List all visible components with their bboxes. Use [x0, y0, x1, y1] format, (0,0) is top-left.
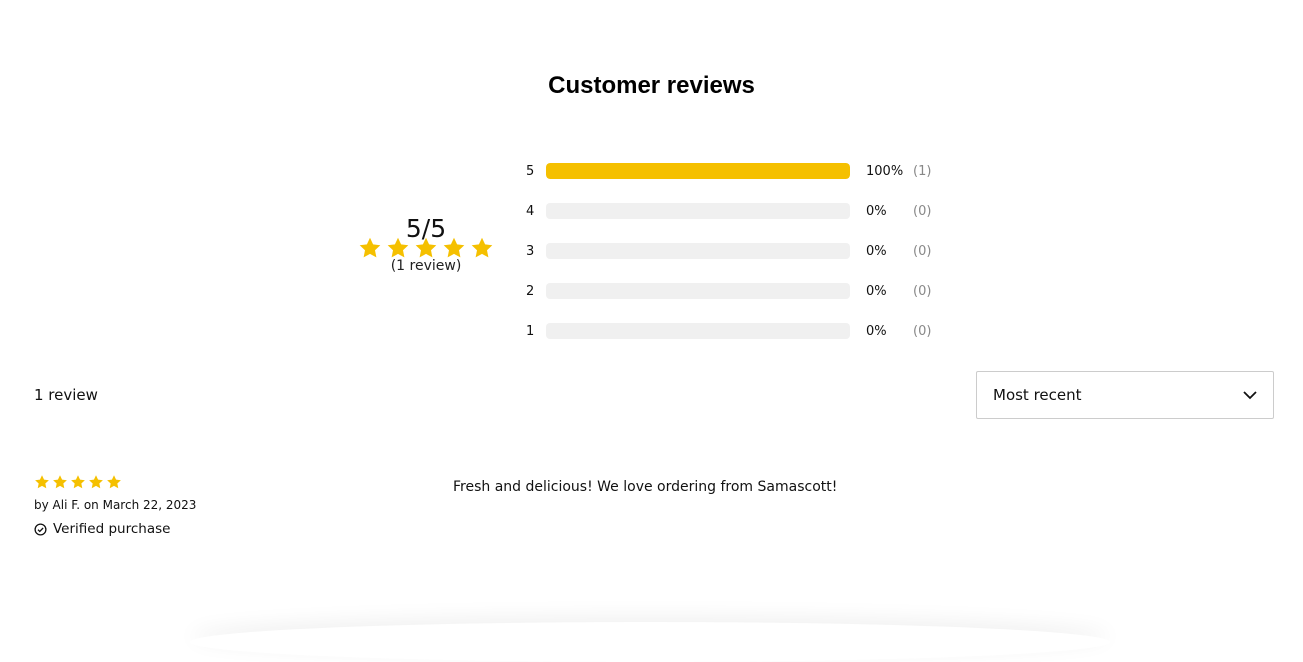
star-icon: [415, 237, 437, 258]
page-title: Customer reviews: [548, 72, 755, 99]
rating-summary: 5/5 (1 review): [356, 214, 496, 274]
review-text: Fresh and delicious! We love ordering fr…: [453, 479, 838, 495]
star-level: 1: [526, 323, 535, 339]
sort-selected: Most recent: [993, 386, 1082, 404]
distribution-count: (0): [913, 283, 932, 299]
distribution-row-1[interactable]: 1 0% (0): [520, 321, 931, 341]
star-icon: [387, 237, 409, 258]
star-level: 2: [526, 283, 535, 299]
distribution-bar: [546, 243, 850, 259]
distribution-fill: [546, 163, 850, 179]
distribution-row-4[interactable]: 4 0% (0): [520, 201, 931, 221]
check-circle-icon: [34, 522, 47, 536]
distribution-bar: [546, 323, 850, 339]
distribution-percent: 0%: [866, 283, 887, 299]
distribution-count: (0): [913, 243, 932, 259]
star-icon: [71, 475, 85, 489]
chevron-down-icon: [1243, 390, 1257, 399]
star-icon: [359, 237, 381, 258]
verified-label: Verified purchase: [53, 521, 171, 537]
distribution-count: (1): [913, 163, 932, 179]
sort-dropdown[interactable]: Most recent: [976, 371, 1274, 419]
review-item: by Ali F. on March 22, 2023 Verified pur…: [34, 474, 196, 537]
footer-shadow: [190, 622, 1110, 662]
star-level: 3: [526, 243, 535, 259]
distribution-percent: 0%: [866, 323, 887, 339]
distribution-count: (0): [913, 323, 932, 339]
distribution-row-3[interactable]: 3 0% (0): [520, 241, 931, 261]
distribution-percent: 0%: [866, 203, 887, 219]
distribution-row-2[interactable]: 2 0% (0): [520, 281, 931, 301]
star-icon: [107, 475, 121, 489]
distribution-count: (0): [913, 203, 932, 219]
star-level: 5: [526, 163, 535, 179]
review-count: (1 review): [390, 258, 462, 274]
distribution-bar: [546, 163, 850, 179]
star-icon: [53, 475, 67, 489]
distribution-bar: [546, 203, 850, 219]
star-icon: [89, 475, 103, 489]
total-reviews: 1 review: [34, 386, 98, 404]
star-icon: [443, 237, 465, 258]
review-byline: by Ali F. on March 22, 2023: [34, 498, 197, 512]
review-stars: [34, 474, 196, 490]
distribution-bar: [546, 283, 850, 299]
distribution-percent: 0%: [866, 243, 887, 259]
summary-stars: [356, 236, 496, 260]
distribution-percent: 100%: [866, 163, 904, 179]
distribution-row-5[interactable]: 5 100% (1): [520, 161, 931, 181]
star-icon: [35, 475, 49, 489]
star-level: 4: [526, 203, 535, 219]
verified-badge: Verified purchase: [34, 521, 196, 537]
star-icon: [471, 237, 493, 258]
